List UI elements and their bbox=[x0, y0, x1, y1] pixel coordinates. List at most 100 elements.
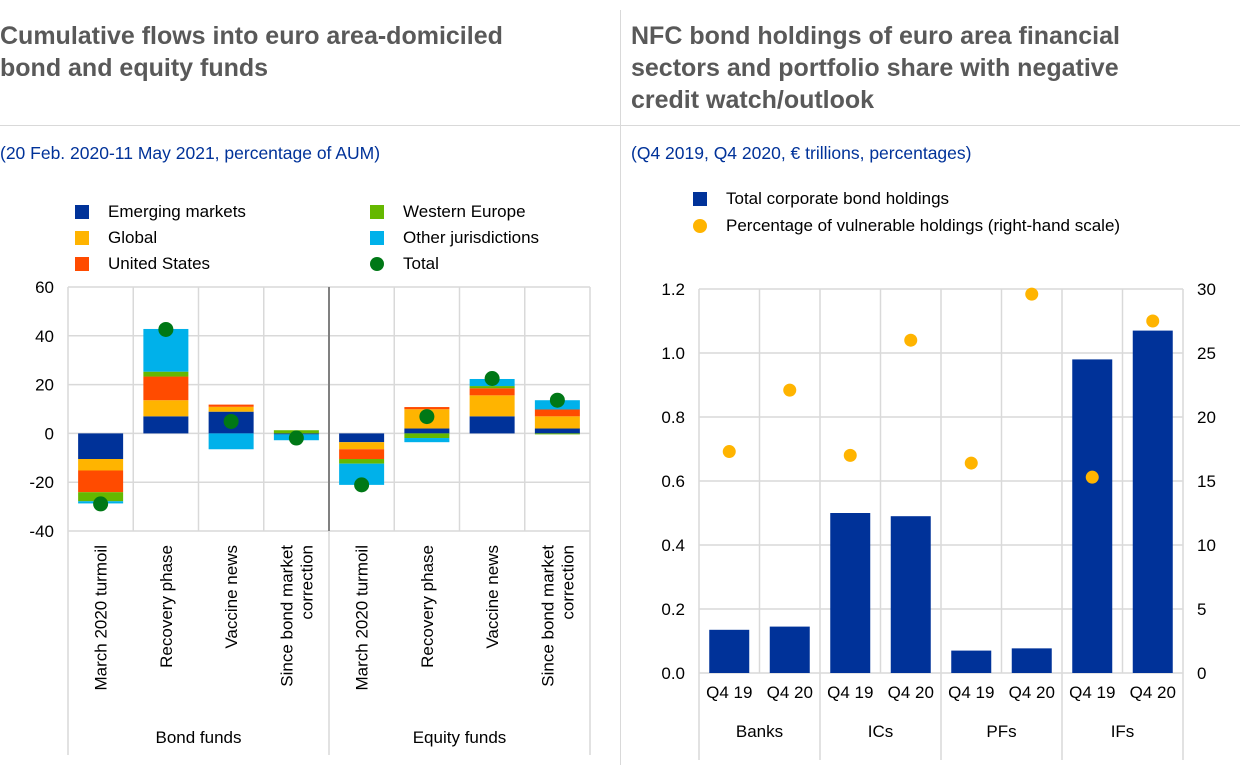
legend-dot bbox=[693, 219, 707, 233]
bar-segment bbox=[78, 459, 124, 471]
y-tick-label: 60 bbox=[35, 278, 54, 297]
title-line: sectors and portfolio share with negativ… bbox=[631, 54, 1119, 82]
legend-item-global: Global bbox=[75, 228, 157, 248]
y2-tick-label: 15 bbox=[1197, 472, 1216, 491]
bar-segment bbox=[469, 416, 515, 434]
bar bbox=[951, 650, 992, 673]
bar-segment bbox=[404, 433, 450, 439]
total-dot bbox=[93, 496, 109, 512]
legend-item-bond-holdings: Total corporate bond holdings bbox=[693, 189, 949, 209]
title-line: Cumulative flows into euro area-domicile… bbox=[0, 22, 503, 50]
legend-item-united-states: United States bbox=[75, 254, 210, 274]
category-label: Vaccine news bbox=[222, 545, 241, 649]
title-line: NFC bond holdings of euro area financial bbox=[631, 22, 1120, 50]
right-chart-subtitle: (Q4 2019, Q4 2020, € trillions, percenta… bbox=[631, 143, 972, 163]
vulnerable-dot bbox=[783, 383, 797, 397]
bar-segment bbox=[339, 449, 385, 460]
bar-segment bbox=[339, 463, 385, 485]
category-label: Q4 19 bbox=[827, 683, 873, 702]
panel-divider bbox=[620, 10, 621, 765]
y2-tick-label: 20 bbox=[1197, 408, 1216, 427]
legend-swatch bbox=[693, 192, 707, 206]
right-chart: 0.0 0.2 0.4 0.6 0.8 1.0 1.2 0 5 10 15 20 25 30 Q4 19 Q4… bbox=[661, 280, 1216, 760]
bar-segment bbox=[78, 433, 124, 460]
bar-segment bbox=[143, 400, 189, 417]
legend-label: Western Europe bbox=[403, 202, 526, 221]
category-label: Q4 20 bbox=[767, 683, 813, 702]
bar bbox=[830, 513, 871, 673]
bar bbox=[890, 516, 931, 673]
group-label: Bond funds bbox=[155, 728, 241, 747]
category-label: March 2020 turmoil bbox=[92, 545, 111, 691]
left-chart-title: Cumulative flows into euro area-domicile… bbox=[0, 20, 503, 84]
group-label: PFs bbox=[986, 722, 1016, 741]
category-label: Q4 19 bbox=[948, 683, 994, 702]
y-tick-label: 0 bbox=[45, 424, 54, 443]
legend-label: Emerging markets bbox=[108, 202, 246, 221]
bar-segment bbox=[469, 388, 515, 396]
category-label: correction bbox=[558, 545, 577, 620]
bar-segment bbox=[339, 459, 385, 464]
bar-segment bbox=[208, 433, 254, 450]
category-label: Q4 20 bbox=[1009, 683, 1055, 702]
vulnerable-dot bbox=[1085, 470, 1099, 484]
legend-swatch bbox=[75, 257, 89, 271]
bar bbox=[1011, 648, 1052, 673]
bar bbox=[769, 626, 810, 673]
category-label: Q4 20 bbox=[1130, 683, 1176, 702]
total-dot bbox=[419, 409, 435, 425]
y-tick-label: 1.2 bbox=[661, 280, 685, 299]
group-label: Banks bbox=[736, 722, 783, 741]
vulnerable-dot bbox=[904, 333, 918, 347]
category-label: Q4 19 bbox=[1069, 683, 1115, 702]
category-label: Since bond market bbox=[538, 545, 557, 687]
legend-item-vulnerable-percentage: Percentage of vulnerable holdings (right… bbox=[693, 216, 1120, 236]
bar-segment bbox=[143, 371, 189, 377]
bar bbox=[1072, 359, 1113, 673]
y2-tick-label: 30 bbox=[1197, 280, 1216, 299]
bar-segment bbox=[143, 416, 189, 434]
legend-swatch bbox=[75, 231, 89, 245]
total-dot bbox=[484, 371, 500, 386]
group-label: IFs bbox=[1111, 722, 1135, 741]
legend-item-emerging-markets: Emerging markets bbox=[75, 202, 246, 222]
title-line: credit watch/outlook bbox=[631, 86, 875, 114]
category-label: Since bond market bbox=[277, 545, 296, 687]
bar bbox=[1132, 330, 1173, 673]
y-tick-label: 20 bbox=[35, 376, 54, 395]
legend-item-western-europe: Western Europe bbox=[370, 202, 526, 222]
y-tick-label: 0.8 bbox=[661, 408, 685, 427]
legend-label: Total corporate bond holdings bbox=[726, 189, 950, 208]
bar-segment bbox=[143, 376, 189, 401]
category-label: Recovery phase bbox=[418, 545, 437, 668]
y-tick-label: 40 bbox=[35, 327, 54, 346]
legend-dot bbox=[370, 257, 384, 271]
y-tick-label: 0.6 bbox=[661, 472, 685, 491]
vulnerable-dot bbox=[722, 445, 736, 459]
right-chart-title: NFC bond holdings of euro area financial… bbox=[631, 20, 1120, 116]
total-dot bbox=[158, 321, 174, 337]
legend-label: Total bbox=[403, 254, 439, 273]
bar-segment bbox=[339, 442, 385, 450]
legend-label: Percentage of vulnerable holdings (right… bbox=[726, 216, 1121, 235]
vulnerable-dot bbox=[964, 456, 978, 470]
y-tick-label: 0.0 bbox=[661, 664, 685, 683]
bar-segment bbox=[534, 433, 580, 435]
bar-segment bbox=[469, 395, 515, 417]
bar-segment bbox=[404, 407, 450, 410]
total-dot bbox=[223, 413, 239, 429]
legend-label: Other jurisdictions bbox=[403, 228, 540, 247]
legend-item-other-jurisdictions: Other jurisdictions bbox=[370, 228, 539, 248]
category-label: Q4 19 bbox=[706, 683, 752, 702]
bar-segment bbox=[404, 428, 450, 434]
vulnerable-dot bbox=[1146, 314, 1160, 328]
y2-tick-label: 5 bbox=[1197, 600, 1206, 619]
title-line: bond and equity funds bbox=[0, 54, 269, 82]
legend-item-total: Total bbox=[370, 254, 439, 274]
vulnerable-dot bbox=[843, 448, 857, 462]
total-dot bbox=[354, 477, 370, 493]
legend-label: Global bbox=[108, 228, 158, 247]
left-chart-subtitle: (20 Feb. 2020-11 May 2021, percentage of… bbox=[0, 143, 381, 163]
bar-segment bbox=[534, 416, 580, 429]
total-dot bbox=[549, 392, 565, 408]
